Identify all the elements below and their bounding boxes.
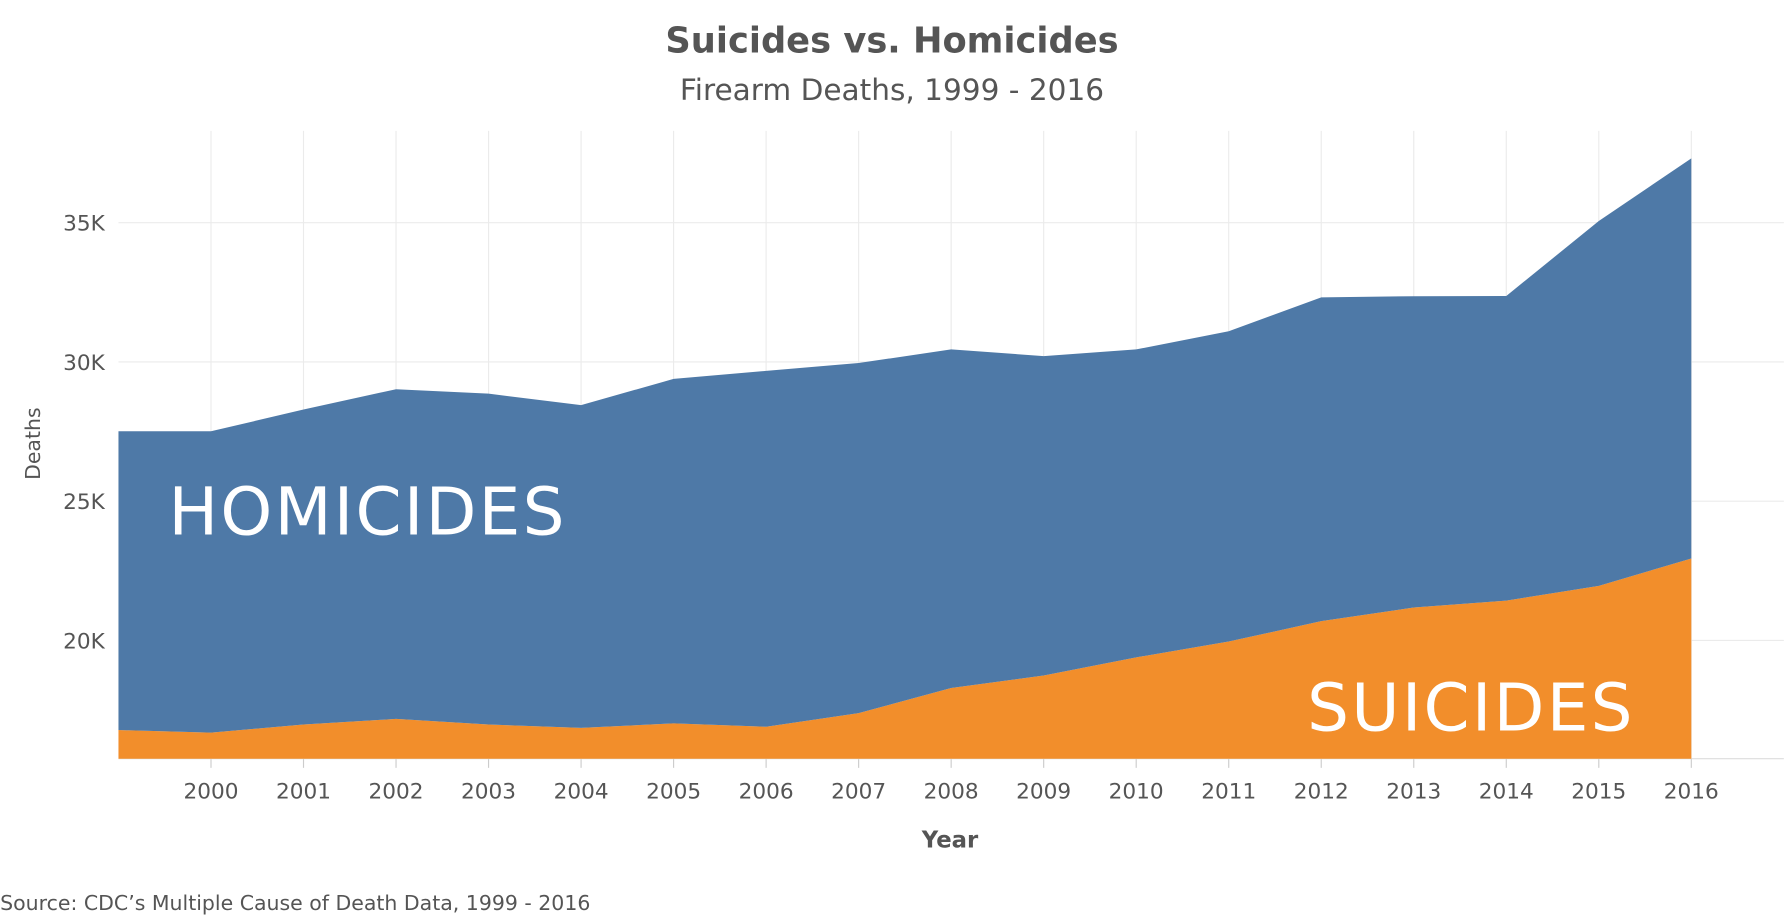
x-tick-label: 2011 <box>1201 780 1256 805</box>
x-axis-label: Year <box>921 827 979 853</box>
chart-subtitle: Firearm Deaths, 1999 - 2016 <box>680 73 1104 107</box>
y-tick-label: 25K <box>63 490 105 515</box>
x-tick-label: 2004 <box>554 780 609 805</box>
y-axis-label: Deaths <box>21 407 45 480</box>
x-tick-label: 2009 <box>1016 780 1071 805</box>
x-tick-label: 2000 <box>183 780 238 805</box>
x-tick-label: 2010 <box>1109 780 1164 805</box>
x-tick-label: 2013 <box>1386 780 1441 805</box>
y-tick-label: 20K <box>63 629 105 654</box>
x-tick-label: 2003 <box>461 780 516 805</box>
x-tick-label: 2014 <box>1479 780 1534 805</box>
chart-title: Suicides vs. Homicides <box>665 20 1118 61</box>
x-tick-label: 2006 <box>739 780 794 805</box>
x-tick-label: 2005 <box>646 780 701 805</box>
x-tick-label: 2015 <box>1571 780 1626 805</box>
x-tick-label: 2007 <box>831 780 886 805</box>
series-label: HOMICIDES <box>169 474 567 551</box>
x-tick-label: 2016 <box>1664 780 1719 805</box>
x-tick-label: 2012 <box>1294 780 1349 805</box>
area <box>118 558 1692 759</box>
y-tick-label: 35K <box>63 212 105 237</box>
area <box>118 158 1692 733</box>
x-tick-label: 2001 <box>276 780 331 805</box>
x-tick-label: 2002 <box>369 780 424 805</box>
series-label: SUICIDES <box>1307 669 1635 746</box>
y-tick-label: 30K <box>63 351 105 376</box>
x-tick-label: 2008 <box>924 780 979 805</box>
source-note: Source: CDC’s Multiple Cause of Death Da… <box>0 891 590 915</box>
